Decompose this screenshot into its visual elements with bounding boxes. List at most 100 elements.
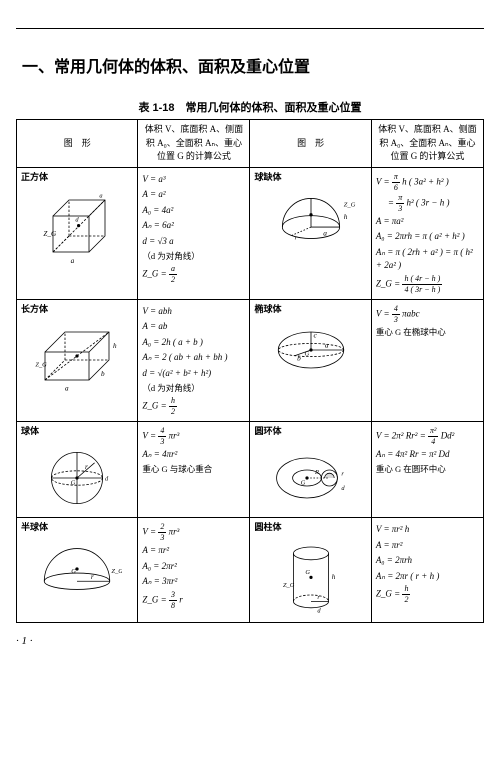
hemi-name: 半球体 — [21, 521, 133, 535]
svg-text:r: r — [317, 594, 320, 601]
svg-text:r: r — [341, 471, 344, 478]
cyl-a: A = πr² — [376, 539, 479, 553]
svg-text:R: R — [314, 469, 319, 476]
svg-text:G: G — [71, 480, 76, 487]
rect-an: Aₙ = 2 ( ab + ah + bh ) — [142, 351, 245, 365]
sphere-figure-cell: 球体 r G d — [17, 421, 138, 518]
rect-a0: A₀ = 2h ( a + b ) — [142, 336, 245, 350]
segment-figure-cell: 球缺体 a h r Z_G — [250, 167, 371, 299]
cube-icon: a Z_G d a — [37, 188, 117, 268]
table-caption: 表 1-18 常用几何体的体积、面积及重心位置 — [16, 99, 484, 115]
cyl-formula-cell: V = πr² h A = πr² A₀ = 2πrh Aₙ = 2πr ( r… — [371, 518, 483, 623]
table-row: 球体 r G d V = 43 πr³ Aₙ = 4πr² 重心 G 与球心重合… — [17, 421, 484, 518]
cube-v: V = a³ — [142, 173, 245, 187]
sphere-icon: r G d — [37, 442, 117, 514]
svg-text:r: r — [91, 572, 94, 581]
ellipsoid-icon: a b c G — [266, 320, 356, 380]
page-number: · 1 · — [16, 635, 484, 647]
ellipsoid-v: V = 43 πabc — [376, 305, 479, 324]
hemisphere-icon: r G Z_G — [32, 539, 122, 599]
rect-a: A = ab — [142, 320, 245, 334]
rect-d-note: （d 为对角线） — [142, 382, 245, 395]
hemi-v: V = 23 πr³ — [142, 523, 245, 542]
cube-figure-cell: 正方体 a Z_G d a — [17, 167, 138, 299]
seg-a: A = πa² — [376, 215, 479, 229]
svg-text:a: a — [325, 341, 329, 350]
header-shape-left: 图 形 — [17, 120, 138, 168]
sphere-name: 球体 — [21, 425, 133, 439]
cyl-a0: A₀ = 2πrh — [376, 554, 479, 568]
svg-text:r: r — [85, 463, 88, 471]
rect-prism-icon: a b h Z_G — [32, 320, 122, 392]
svg-text:a: a — [71, 257, 75, 265]
svg-text:Z_G: Z_G — [343, 202, 355, 209]
svg-text:h: h — [113, 342, 117, 350]
svg-text:h: h — [331, 573, 335, 581]
ellipsoid-figure-cell: 椭球体 a b c G — [250, 299, 371, 421]
page-top-rule — [16, 28, 484, 29]
svg-text:G: G — [300, 480, 305, 487]
ellipsoid-note: 重心 G 在椭球中心 — [376, 326, 479, 339]
torus-formula-cell: V = 2π² Rr² = π²4 Dd² Aₙ = 4π² Rr = π² D… — [371, 421, 483, 518]
svg-text:d: d — [317, 607, 321, 614]
section-title: 一、常用几何体的体积、面积及重心位置 — [22, 53, 484, 77]
sphere-note: 重心 G 与球心重合 — [142, 463, 245, 476]
segment-formula-cell: V = π6 h ( 3a² + h² ) = π3 h² ( 3r − h )… — [371, 167, 483, 299]
cyl-name: 圆柱体 — [254, 521, 366, 535]
rect-d: d = √(a² + b² + h²) — [142, 367, 245, 381]
torus-note: 重心 G 在圆环中心 — [376, 463, 479, 476]
cube-zg: Z_G = a2 — [142, 265, 245, 284]
seg-a0: A₀ = 2πrh = π ( a² + h² ) — [376, 230, 479, 244]
seg-name: 球缺体 — [254, 171, 366, 185]
svg-text:h: h — [343, 212, 347, 221]
svg-text:d: d — [105, 476, 109, 483]
seg-zg: Z_G = h ( 4r − h )4 ( 3r − h ) — [376, 275, 479, 294]
torus-v: V = 2π² Rr² = π²4 Dd² — [376, 427, 479, 446]
cylinder-icon: r h G Z_G d — [276, 539, 346, 619]
rect-zg: Z_G = h2 — [142, 397, 245, 416]
svg-text:Z_G: Z_G — [44, 230, 58, 238]
torus-figure-cell: 圆环体 r d R G — [250, 421, 371, 518]
header-shape-right: 图 形 — [250, 120, 371, 168]
svg-text:a: a — [323, 228, 327, 237]
geometry-table: 图 形 体积 V、底面积 A、侧面积 A₀、全面积 Aₙ、重心位置 G 的计算公… — [16, 119, 484, 623]
seg-v1: V = π6 h ( 3a² + h² ) — [376, 173, 479, 192]
cube-an: Aₙ = 6a² — [142, 219, 245, 233]
sphere-formula-cell: V = 43 πr³ Aₙ = 4πr² 重心 G 与球心重合 — [138, 421, 250, 518]
torus-icon: r d R G — [266, 442, 356, 514]
svg-text:Z_G: Z_G — [283, 582, 295, 589]
hemi-a: A = πr² — [142, 544, 245, 558]
svg-text:G: G — [304, 351, 309, 358]
table-row: 半球体 r G Z_G V = 23 πr³ A = πr² A₀ = 2πr²… — [17, 518, 484, 623]
cube-zg-label: Z_G = — [142, 268, 166, 278]
svg-text:r: r — [294, 234, 297, 241]
cyl-v: V = πr² h — [376, 523, 479, 537]
hemi-formula-cell: V = 23 πr³ A = πr² A₀ = 2πr² Aₙ = 3πr² Z… — [138, 518, 250, 623]
svg-text:Z_G: Z_G — [112, 568, 123, 575]
hemi-zg: Z_G = 38 r — [142, 591, 245, 610]
svg-text:a: a — [65, 384, 69, 392]
spherical-segment-icon: a h r Z_G — [266, 188, 356, 258]
rect-figure-cell: 长方体 a b h Z_G — [17, 299, 138, 421]
svg-text:Z_G: Z_G — [36, 361, 48, 368]
header-formula-left: 体积 V、底面积 A、侧面积 A₀、全面积 Aₙ、重心位置 G 的计算公式 — [138, 120, 250, 168]
ellipsoid-formula-cell: V = 43 πabc 重心 G 在椭球中心 — [371, 299, 483, 421]
svg-text:d: d — [76, 217, 80, 224]
table-row: 长方体 a b h Z_G V = abh A = ab A₀ = 2h ( a… — [17, 299, 484, 421]
svg-text:d: d — [341, 485, 345, 492]
cube-d: d = √3 a — [142, 235, 245, 249]
rect-formula-cell: V = abh A = ab A₀ = 2h ( a + b ) Aₙ = 2 … — [138, 299, 250, 421]
cube-a: A = a² — [142, 188, 245, 202]
svg-text:b: b — [101, 370, 105, 378]
cyl-zg: Z_G = h2 — [376, 585, 479, 604]
table-header-row: 图 形 体积 V、底面积 A、侧面积 A₀、全面积 Aₙ、重心位置 G 的计算公… — [17, 120, 484, 168]
svg-text:G: G — [71, 568, 76, 575]
svg-text:G: G — [305, 569, 310, 576]
hemi-an: Aₙ = 3πr² — [142, 575, 245, 589]
hemi-figure-cell: 半球体 r G Z_G — [17, 518, 138, 623]
ellipsoid-name: 椭球体 — [254, 303, 366, 317]
cyl-figure-cell: 圆柱体 r h G Z_G d — [250, 518, 371, 623]
table-row: 正方体 a Z_G d a V = a³ A = a² A₀ = 4a² Aₙ … — [17, 167, 484, 299]
cyl-an: Aₙ = 2πr ( r + h ) — [376, 570, 479, 584]
torus-an: Aₙ = 4π² Rr = π² Dd — [376, 448, 479, 462]
